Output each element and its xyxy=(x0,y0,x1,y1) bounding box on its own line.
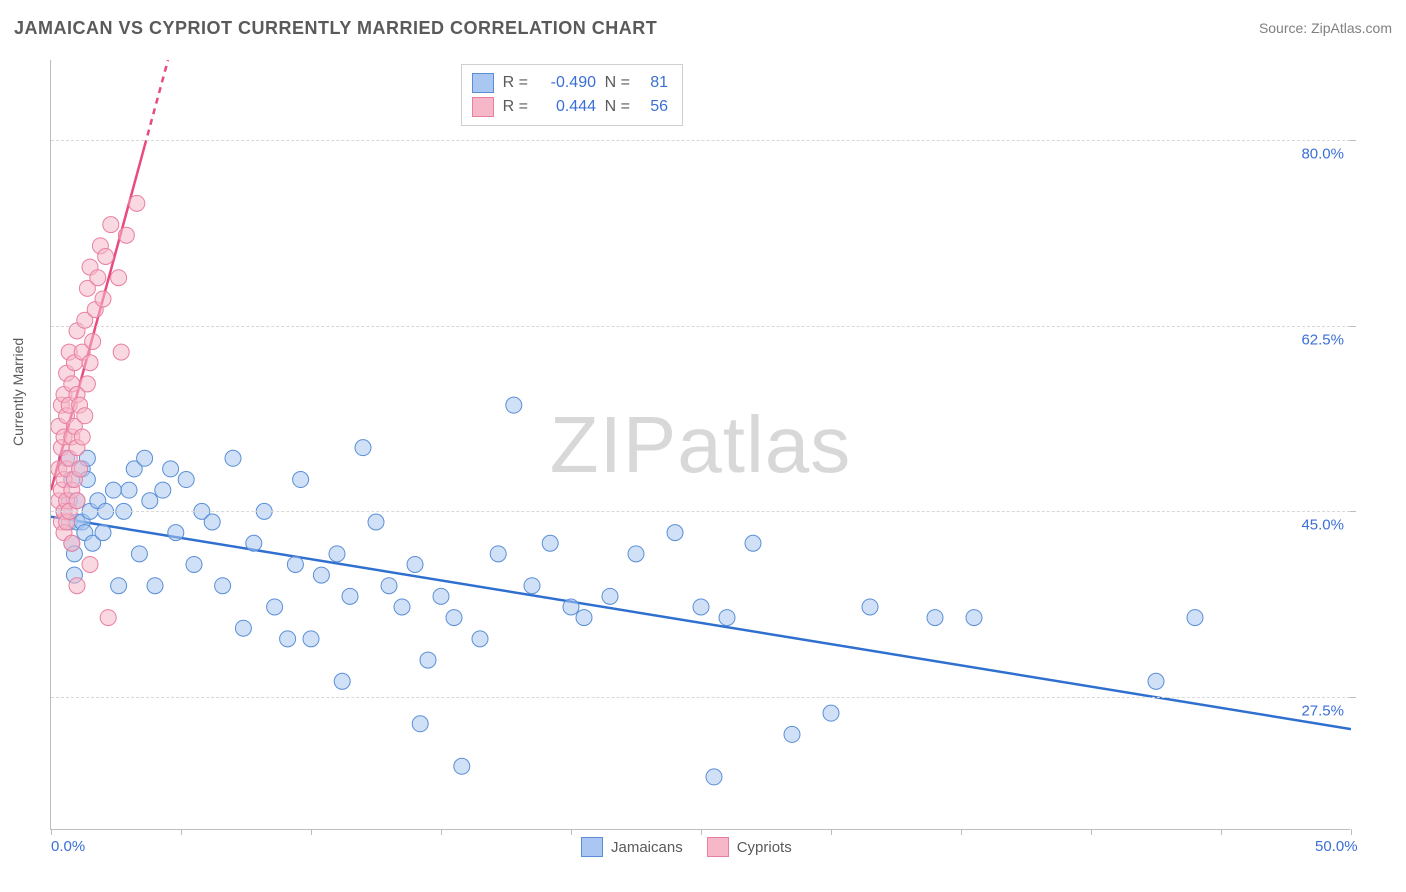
x-tick xyxy=(51,829,52,835)
x-tick xyxy=(961,829,962,835)
legend-item: Cypriots xyxy=(707,837,792,857)
chart-svg xyxy=(51,60,1351,830)
x-tick xyxy=(181,829,182,835)
y-tick-label: 62.5% xyxy=(1301,331,1344,348)
legend-item: Jamaicans xyxy=(581,837,683,857)
series-legend: Jamaicans Cypriots xyxy=(581,837,792,857)
chart-title: JAMAICAN VS CYPRIOT CURRENTLY MARRIED CO… xyxy=(14,18,657,39)
x-tick xyxy=(311,829,312,835)
series-swatch xyxy=(472,73,494,93)
legend-label: Jamaicans xyxy=(611,839,683,856)
legend-label: Cypriots xyxy=(737,839,792,856)
source-label: Source: ZipAtlas.com xyxy=(1259,20,1392,36)
n-value: 56 xyxy=(638,98,668,116)
legend-swatch xyxy=(581,837,603,857)
x-tick xyxy=(1221,829,1222,835)
x-tick xyxy=(701,829,702,835)
y-tick-label: 27.5% xyxy=(1301,703,1344,720)
y-tick xyxy=(1350,326,1356,327)
correlation-box: R = -0.490 N = 81 R = 0.444 N = 56 xyxy=(461,64,683,126)
correlation-row: R = -0.490 N = 81 xyxy=(472,71,668,95)
n-label: N = xyxy=(604,98,630,116)
gridline xyxy=(51,326,1350,327)
x-tick-label: 50.0% xyxy=(1315,838,1358,855)
gridline xyxy=(51,140,1350,141)
y-tick-label: 80.0% xyxy=(1301,145,1344,162)
r-label: R = xyxy=(502,98,528,116)
y-tick xyxy=(1350,697,1356,698)
y-tick xyxy=(1350,140,1356,141)
y-axis-label: Currently Married xyxy=(10,338,26,446)
series-swatch xyxy=(472,97,494,117)
correlation-row: R = 0.444 N = 56 xyxy=(472,95,668,119)
n-label: N = xyxy=(604,74,630,92)
plot-area: ZIPatlas R =-0.490N =81R =0.444N =56 Jam… xyxy=(50,60,1350,830)
legend-swatch xyxy=(707,837,729,857)
x-tick xyxy=(831,829,832,835)
gridline xyxy=(51,511,1350,512)
n-value: 81 xyxy=(638,74,668,92)
x-tick xyxy=(1351,829,1352,835)
x-tick xyxy=(571,829,572,835)
y-tick xyxy=(1350,511,1356,512)
x-tick xyxy=(441,829,442,835)
y-tick-label: 45.0% xyxy=(1301,517,1344,534)
r-label: R = xyxy=(502,74,528,92)
gridline xyxy=(51,697,1350,698)
r-value: -0.490 xyxy=(536,74,596,92)
r-value: 0.444 xyxy=(536,98,596,116)
x-tick xyxy=(1091,829,1092,835)
x-tick-label: 0.0% xyxy=(51,838,85,855)
